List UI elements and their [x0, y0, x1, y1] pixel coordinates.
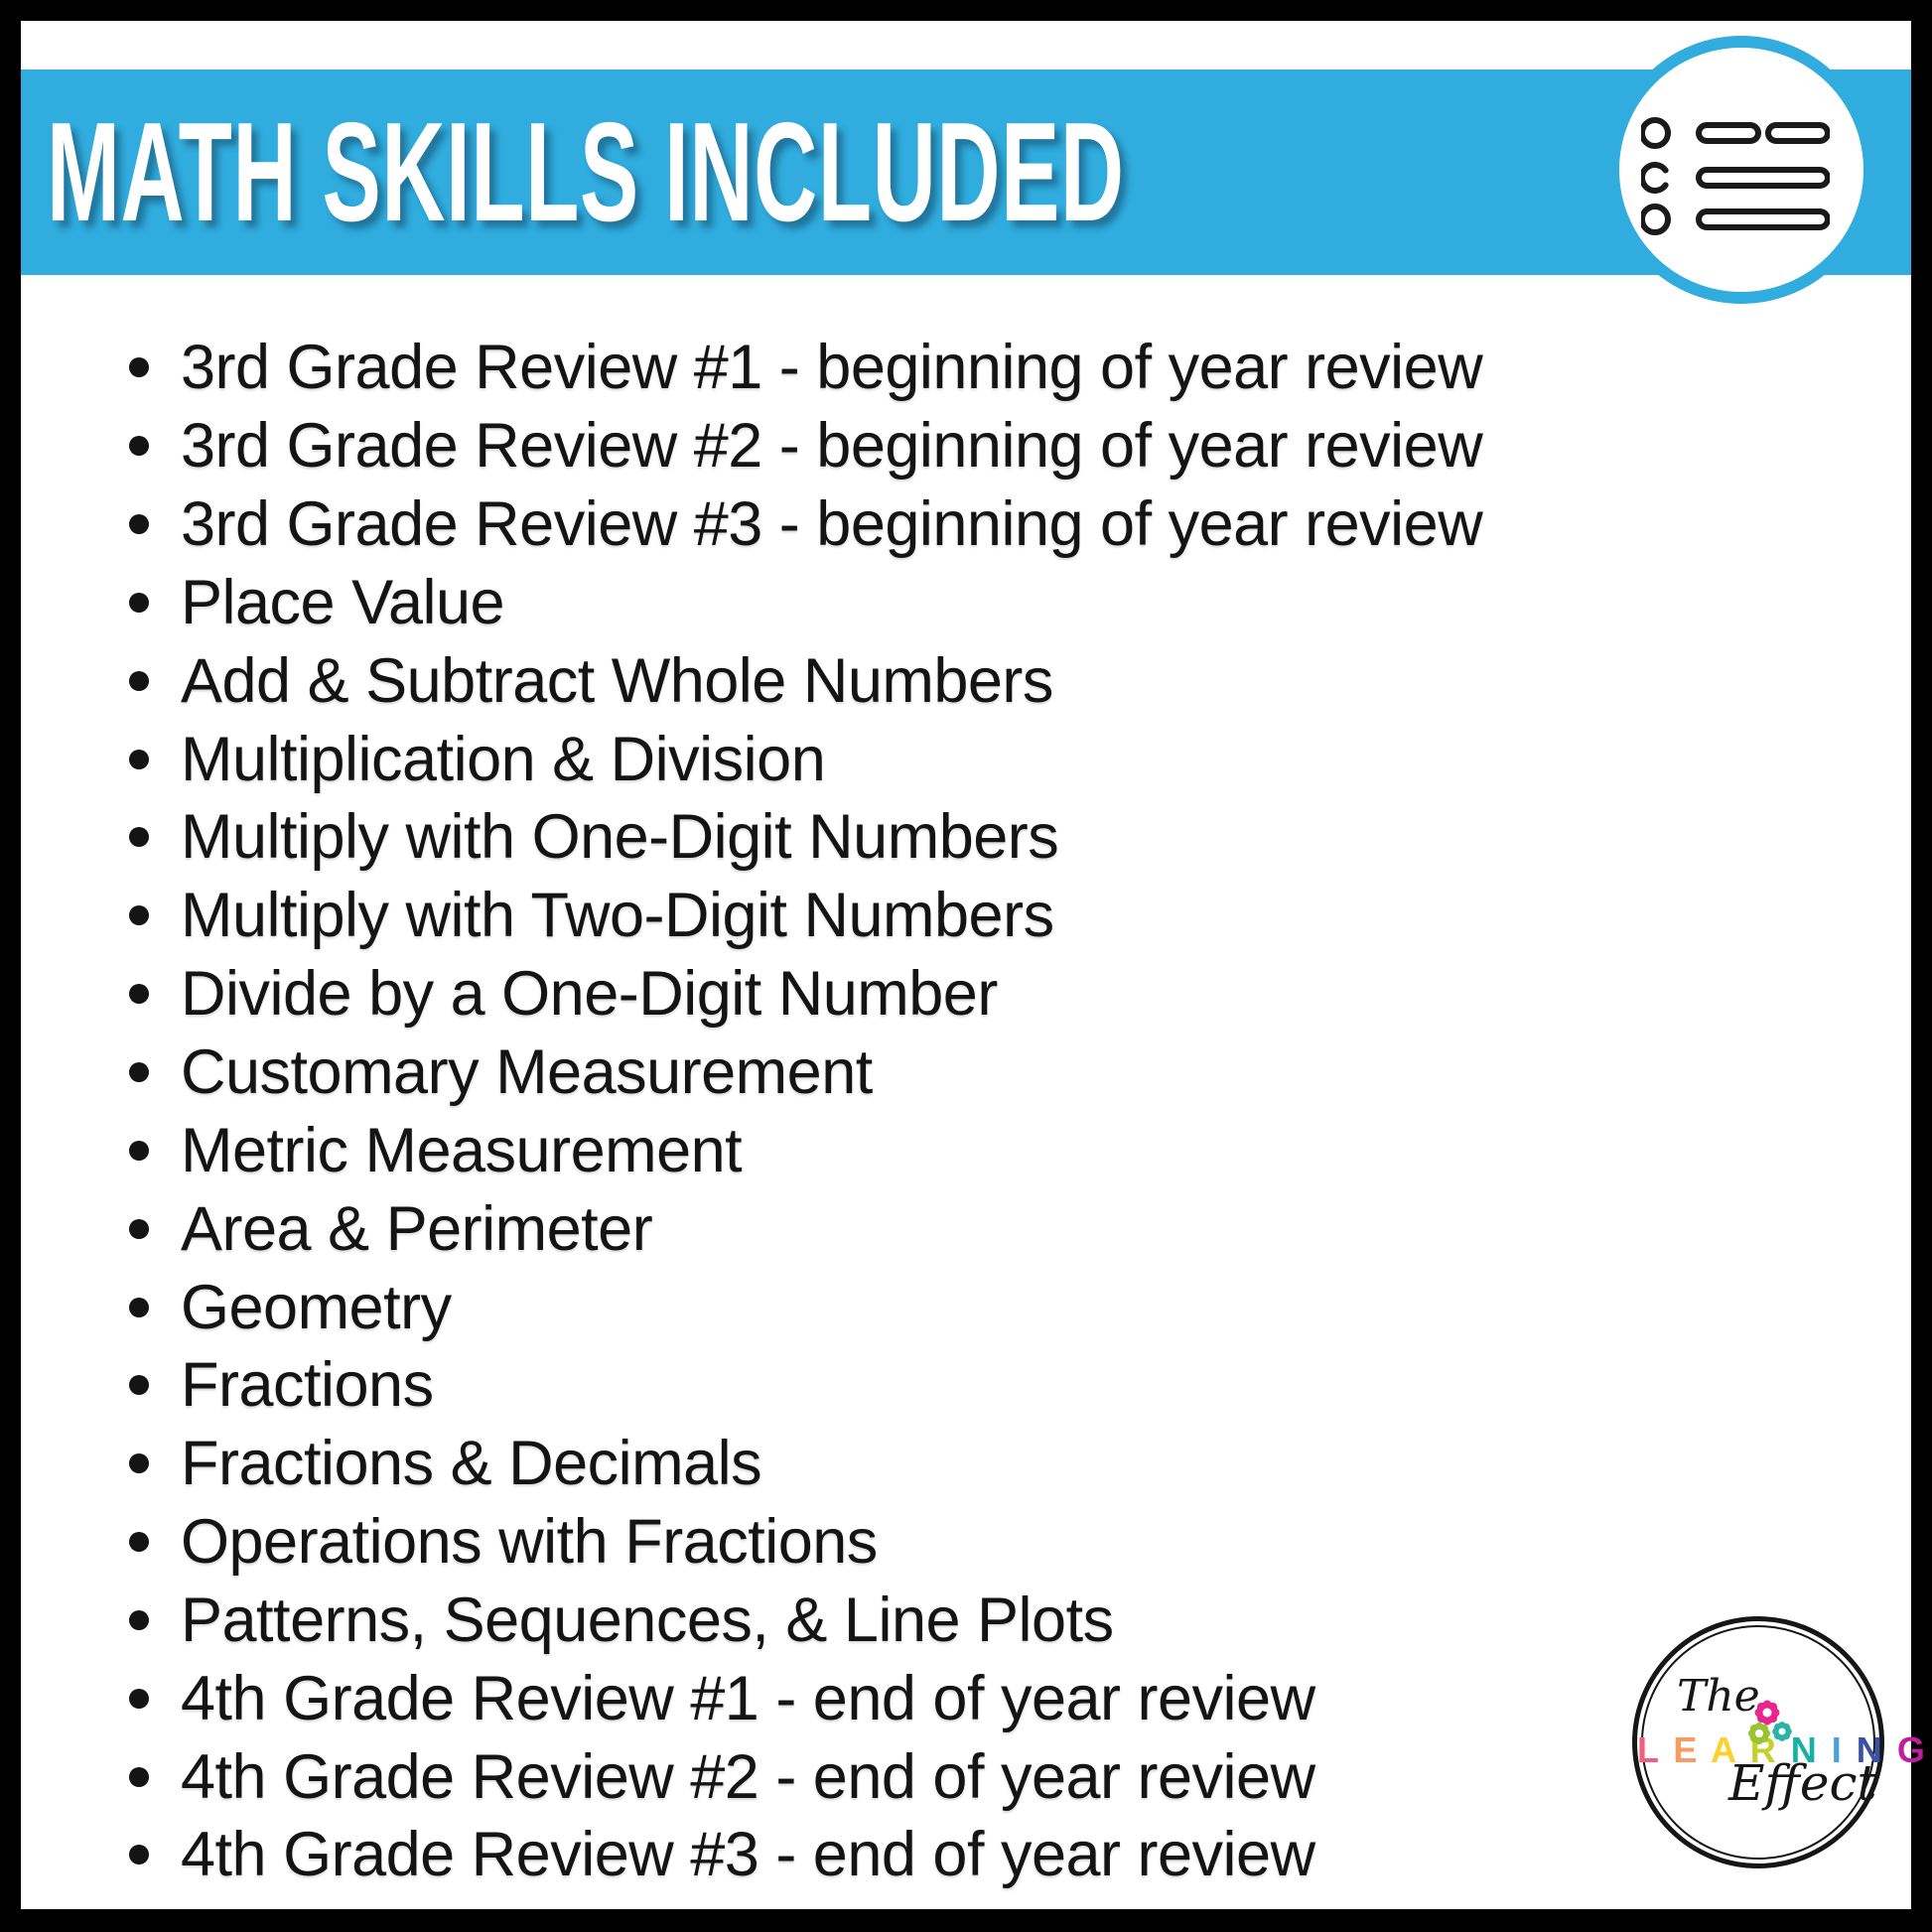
skill-label: Multiply with One-Digit Numbers [181, 802, 1059, 873]
bullet-dot [129, 905, 149, 926]
list-item: 3rd Grade Review #2 - beginning of year … [129, 407, 1483, 485]
bullet-dot [129, 1062, 149, 1083]
skill-label: Fractions [181, 1350, 434, 1421]
gear-pink [1754, 1700, 1780, 1725]
skill-label: 3rd Grade Review #3 - beginning of year … [181, 489, 1483, 560]
logo-word-effect: Effect [1728, 1754, 1877, 1812]
bullet-dot [129, 1532, 149, 1553]
icon-bar-3 [1696, 208, 1830, 230]
skill-label: Patterns, Sequences, & Line Plots [181, 1585, 1114, 1655]
gear-teal [1772, 1722, 1792, 1741]
page-title: MATH SKILLS INCLUDED [47, 92, 1125, 251]
skill-label: Multiplication & Division [181, 724, 826, 794]
list-item: Fractions [129, 1346, 1482, 1425]
list-item: 3rd Grade Review #3 - beginning of year … [129, 485, 1483, 564]
icon-bullet-2 [1641, 162, 1669, 194]
list-item: 3rd Grade Review #1 - beginning of year … [129, 329, 1483, 407]
list-item: Divide by a One-Digit Number [129, 955, 1482, 1034]
bullet-dot [129, 1140, 149, 1161]
bullet-dot [129, 670, 149, 691]
list-item: Customary Measurement [129, 1034, 1482, 1112]
logo-letter: L [1637, 1729, 1661, 1770]
logo-letter: N [1856, 1729, 1885, 1770]
skill-label: 4th Grade Review #1 - end of year review [181, 1663, 1315, 1733]
skill-label: Place Value [181, 567, 505, 637]
skill-label: Geometry [181, 1272, 452, 1342]
gears-icon [1747, 1700, 1792, 1745]
bullet-dot [129, 1845, 149, 1865]
skill-label: Customary Measurement [181, 1037, 873, 1108]
list-item: Patterns, Sequences, & Line Plots [129, 1582, 1482, 1660]
bullet-dot [129, 436, 149, 457]
bullet-dot [129, 1297, 149, 1317]
bullet-dot [129, 592, 149, 613]
bullet-dot [129, 1375, 149, 1396]
bullet-dot [129, 749, 149, 769]
icon-bar-2 [1696, 167, 1830, 189]
list-item: Metric Measurement [129, 1111, 1482, 1189]
icon-bar-1a [1696, 122, 1761, 144]
icon-bullet-1 [1641, 117, 1671, 149]
logo-letter: E [1673, 1729, 1700, 1770]
skills-list: 3rd Grade Review #1 - beginning of year … [129, 329, 1483, 1894]
skill-label: Area & Perimeter [181, 1193, 653, 1264]
bullet-dot [129, 514, 149, 535]
icon-bar-1b [1765, 122, 1830, 144]
page-background: MATH SKILLS INCLUDED [21, 21, 1925, 1909]
page-title-wrap: MATH SKILLS INCLUDED [47, 69, 1771, 275]
list-item: 4th Grade Review #2 - end of year review [129, 1737, 1482, 1816]
skill-label: Fractions & Decimals [181, 1429, 762, 1499]
skill-label: 3rd Grade Review #2 - beginning of year … [181, 411, 1483, 482]
bulleted-list-icon [1641, 117, 1830, 235]
bullet-dot [129, 1453, 149, 1474]
skill-label: 4th Grade Review #2 - end of year review [181, 1741, 1315, 1812]
skill-label: Divide by a One-Digit Number [181, 959, 998, 1030]
list-item: 4th Grade Review #1 - end of year review [129, 1659, 1482, 1737]
bullet-dot [129, 1609, 149, 1630]
list-item: Geometry [129, 1268, 1482, 1346]
list-item: Multiply with Two-Digit Numbers [129, 877, 1482, 955]
gear-green [1747, 1722, 1771, 1745]
list-item: Multiply with One-Digit Numbers [129, 798, 1482, 877]
bullet-dot [129, 827, 149, 848]
logo-letter: I [1831, 1729, 1845, 1770]
bullet-dot [129, 984, 149, 1005]
logo-word-learning: L E A R N I N G [1637, 1729, 1925, 1770]
logo-letter: A [1711, 1729, 1738, 1770]
bullet-dot [129, 1766, 149, 1787]
list-item: Multiplication & Division [129, 720, 1482, 798]
logo-letter: G [1896, 1729, 1928, 1770]
skill-label: Multiply with Two-Digit Numbers [181, 881, 1054, 951]
skill-label: 3rd Grade Review #1 - beginning of year … [181, 333, 1483, 403]
logo-letter: N [1790, 1729, 1820, 1770]
list-item: Place Value [129, 564, 1482, 642]
list-item: Area & Perimeter [129, 1189, 1482, 1268]
bullet-dot [129, 1688, 149, 1709]
header-band: MATH SKILLS INCLUDED [21, 69, 1911, 275]
skill-label: Metric Measurement [181, 1115, 743, 1185]
list-item: Add & Subtract Whole Numbers [129, 641, 1482, 720]
bullet-dot [129, 357, 149, 378]
skill-label: 4th Grade Review #3 - end of year review [181, 1820, 1315, 1890]
list-item: 4th Grade Review #3 - end of year review [129, 1816, 1482, 1894]
learning-effect-logo: The [1632, 1616, 1925, 1868]
list-item: Operations with Fractions [129, 1503, 1482, 1582]
list-item: Fractions & Decimals [129, 1425, 1482, 1503]
icon-bullet-3 [1641, 204, 1671, 235]
logo-word-the: The [1677, 1671, 1760, 1722]
skill-label: Operations with Fractions [181, 1507, 878, 1578]
skill-label: Add & Subtract Whole Numbers [181, 645, 1053, 716]
list-badge [1607, 36, 1875, 304]
bullet-dot [129, 1218, 149, 1239]
